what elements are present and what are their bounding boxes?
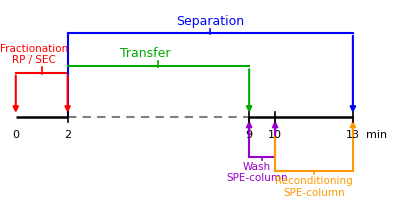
Text: 9: 9 (246, 130, 253, 140)
Text: 2: 2 (64, 130, 71, 140)
Text: Fractionation
RP / SEC: Fractionation RP / SEC (0, 44, 68, 65)
Text: min: min (366, 130, 387, 140)
Text: Wash
SPE-column: Wash SPE-column (226, 162, 288, 183)
Text: Reconditioning
SPE-column: Reconditioning SPE-column (275, 176, 353, 198)
Text: 0: 0 (12, 130, 19, 140)
Text: Separation: Separation (176, 15, 244, 28)
Text: 10: 10 (268, 130, 282, 140)
Text: Transfer: Transfer (120, 47, 171, 60)
Text: 13: 13 (346, 130, 360, 140)
